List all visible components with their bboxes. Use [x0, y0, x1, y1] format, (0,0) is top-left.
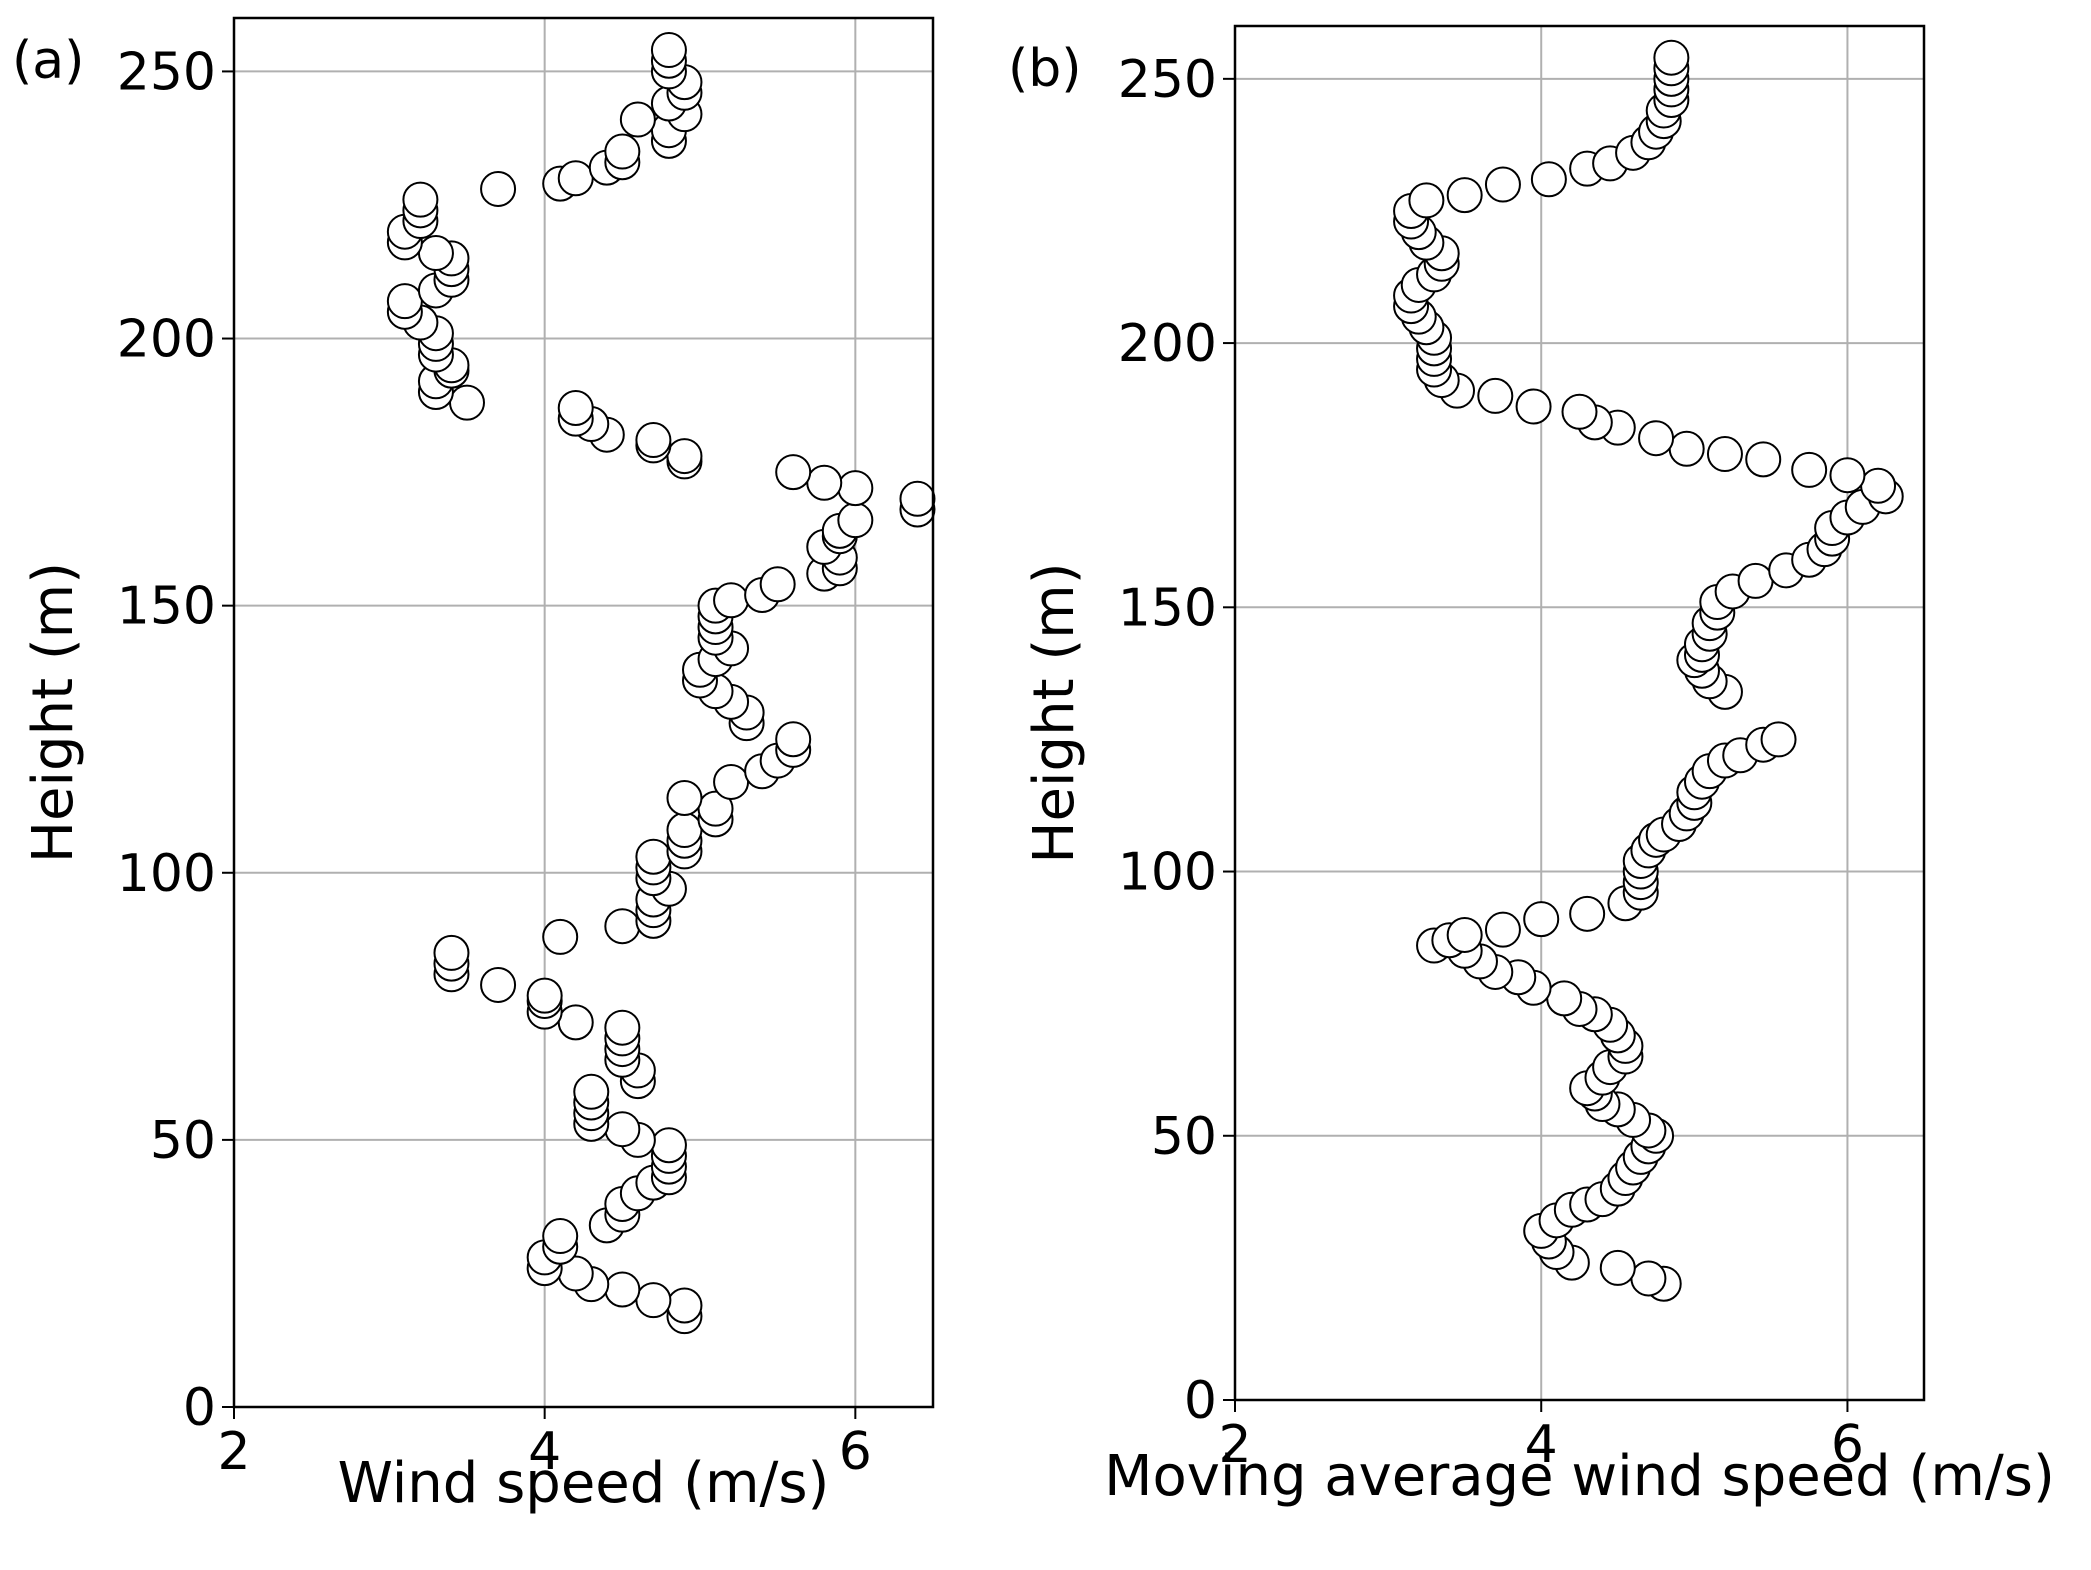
data-point [666, 1287, 703, 1324]
data-point [1638, 420, 1675, 457]
data-point [1737, 562, 1774, 599]
data-point [557, 1004, 594, 1041]
data-point [713, 763, 750, 800]
y-tick-label: 250 [1118, 50, 1217, 110]
data-point [480, 966, 517, 1003]
x-tick-label: 4 [1525, 1415, 1558, 1475]
data-point [433, 934, 470, 971]
data-point [1860, 467, 1897, 504]
data-point [1446, 177, 1483, 214]
data-point [713, 582, 750, 619]
plot-frame [232, 16, 935, 1409]
data-point [1653, 39, 1690, 76]
data-point [650, 1127, 687, 1164]
data-point [635, 838, 672, 875]
data-point [604, 133, 641, 170]
data-point [650, 32, 687, 69]
data-point [1829, 457, 1866, 494]
x-tick-label: 6 [839, 1422, 872, 1482]
data-point [837, 502, 874, 539]
data-point [1760, 721, 1797, 758]
x-axis-label: Moving average wind speed (m/s) [1104, 1444, 2055, 1509]
data-point [604, 1009, 641, 1046]
plot-frame [1233, 24, 1926, 1402]
data-point [542, 1218, 579, 1255]
data-point [1523, 901, 1560, 938]
data-point [619, 101, 656, 138]
data-point [1745, 441, 1782, 478]
data-point [1446, 916, 1483, 953]
data-point [1599, 1249, 1636, 1286]
data-point [386, 283, 423, 320]
data-point [1561, 393, 1598, 430]
data-point [402, 181, 439, 218]
y-tick-label: 50 [1151, 1107, 1217, 1167]
panel-label: (b) [1008, 39, 1082, 99]
data-point [604, 908, 641, 945]
y-tick-label: 200 [117, 310, 216, 370]
data-point [1515, 388, 1552, 425]
data-point [1569, 895, 1606, 932]
data-point [480, 170, 517, 207]
y-tick-label: 0 [183, 1378, 216, 1438]
data-point [573, 1073, 610, 1110]
data-point [775, 454, 812, 491]
data-point [759, 566, 796, 603]
data-point [557, 389, 594, 426]
x-tick-label: 6 [1831, 1415, 1864, 1475]
y-axis-label: Height (m) [21, 562, 86, 863]
data-point [899, 480, 936, 517]
y-tick-label: 150 [1118, 578, 1217, 638]
panel-b: 2 4 6 0 50 100 150 200 250 Moving average wind sp… [1008, 24, 2055, 1509]
data-point [604, 1111, 641, 1148]
panel-a: 2 4 6 0 50 100 150 200 250 Wind speed (m/s) Height… [12, 16, 936, 1516]
data-point [449, 384, 485, 421]
data-point [526, 977, 563, 1014]
y-tick-label: 50 [150, 1111, 216, 1171]
panel-label: (a) [12, 31, 84, 91]
data-point [1546, 980, 1583, 1017]
x-tick-label: 2 [217, 1422, 250, 1482]
y-tick-label: 100 [1118, 843, 1217, 903]
data-point [775, 721, 812, 758]
x-tick-label: 2 [1218, 1415, 1251, 1475]
data-point [604, 1271, 641, 1308]
data-point [666, 438, 703, 475]
data-point [1706, 436, 1743, 473]
y-tick-label: 0 [1184, 1371, 1217, 1431]
data-point [1530, 161, 1567, 198]
data-point [542, 918, 579, 955]
data-point [837, 470, 874, 507]
data-point [806, 464, 843, 501]
data-point [417, 235, 454, 272]
y-tick-label: 200 [1118, 314, 1217, 374]
data-point [635, 1282, 672, 1319]
y-axis-label: Height (m) [1022, 562, 1087, 863]
x-tick-label: 4 [528, 1422, 561, 1482]
data-point [1630, 1260, 1667, 1297]
data-point [1484, 166, 1521, 203]
data-point [666, 812, 703, 849]
data-point [557, 160, 594, 197]
y-tick-label: 100 [117, 844, 216, 904]
y-tick-label: 150 [117, 577, 216, 637]
data-point [635, 422, 672, 459]
data-point [1477, 377, 1514, 414]
data-point [1668, 430, 1705, 467]
data-point [1484, 911, 1521, 948]
data-point [666, 779, 703, 816]
data-point [1791, 451, 1828, 488]
data-point [1408, 182, 1445, 219]
y-tick-label: 250 [117, 42, 216, 102]
x-axis-label: Wind speed (m/s) [338, 1451, 830, 1516]
